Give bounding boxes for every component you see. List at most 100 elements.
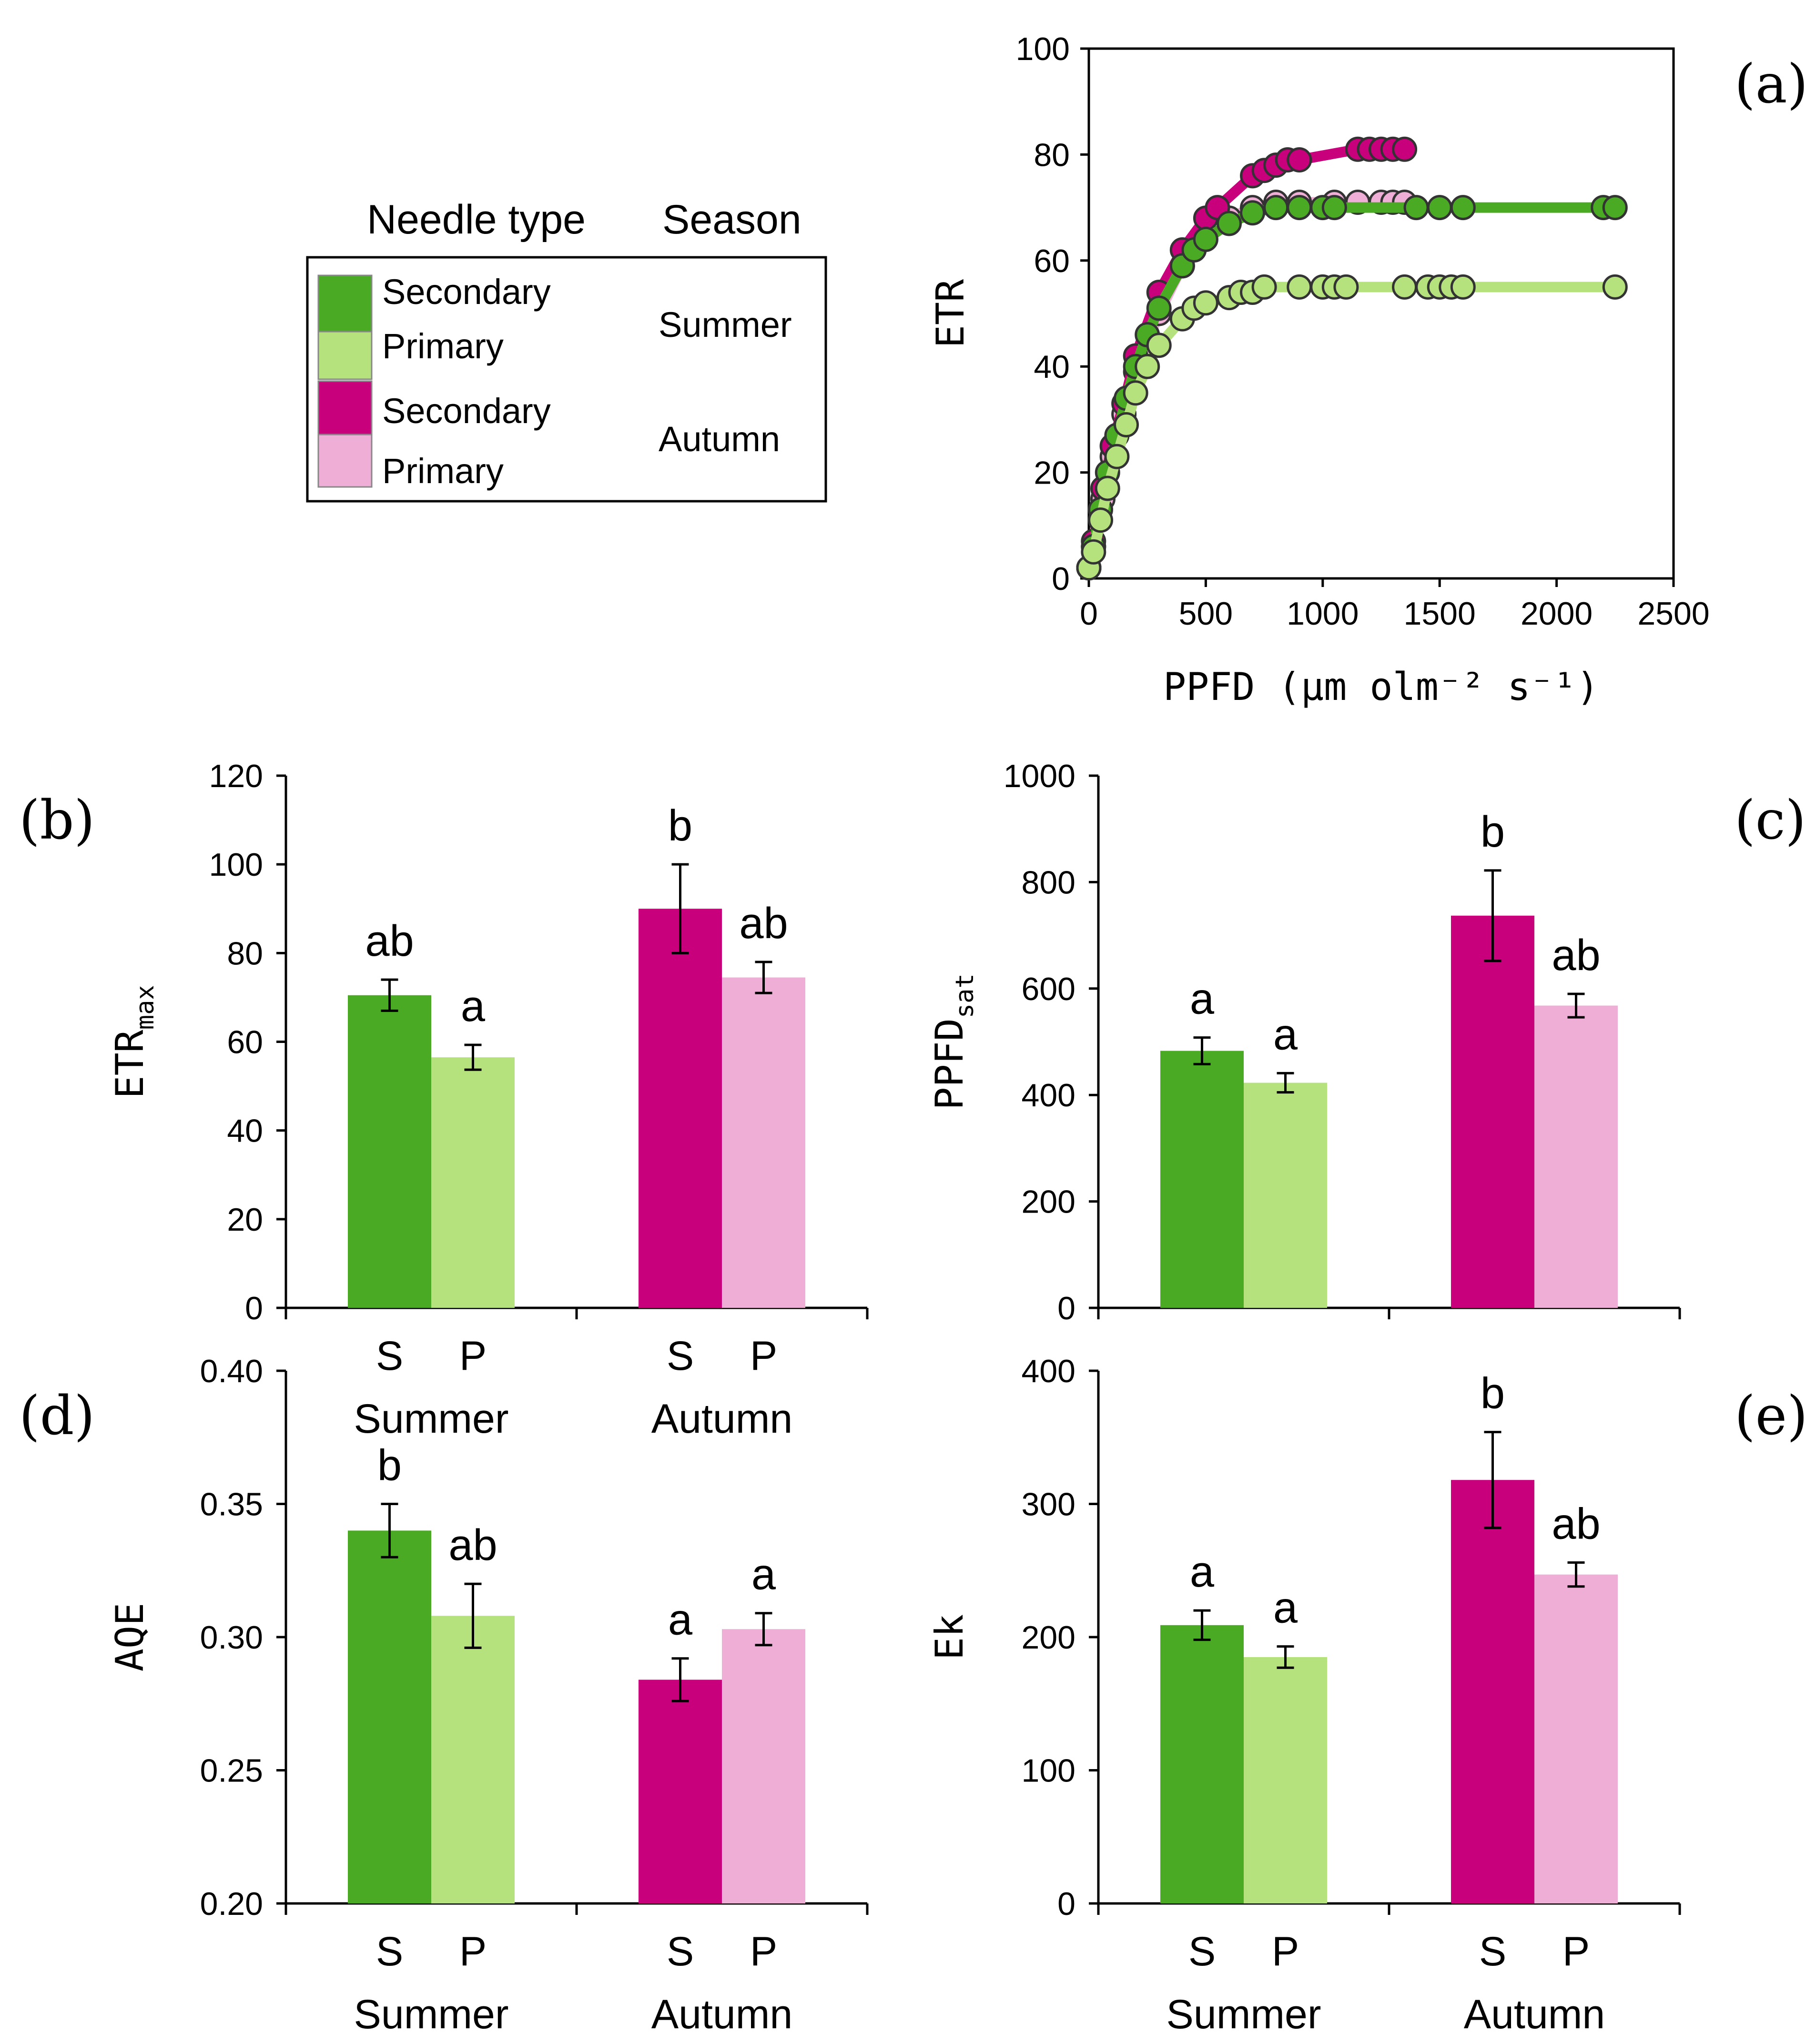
bar-autumn-secondary [1451,915,1534,1308]
group-label: Summer [354,1396,509,1442]
x-axis-label: PPFD (μm olm⁻² s⁻¹) [1163,665,1599,709]
data-point-summer-primary [1193,290,1218,316]
panel-label: (b) [19,789,95,851]
y-tick-label: 0.35 [200,1487,263,1523]
y-axis-label: PPFDsat [927,973,979,1110]
panel-label: (e) [1735,1385,1808,1447]
bar-summer-secondary [1160,1051,1244,1308]
category-label: P [459,1929,487,1974]
legend-season-summer: Summer [659,305,792,344]
legend-season-autumn: Autumn [659,419,780,459]
data-point-summer-primary [1135,354,1160,379]
y-tick-label: 20 [227,1202,263,1238]
category-label: P [1272,1929,1299,1974]
category-label: S [667,1333,694,1379]
group-label: Autumn [651,1396,792,1442]
bar-autumn-secondary [1451,1480,1534,1903]
bar-summer-primary [1244,1083,1327,1308]
x-tick-label: 0 [1080,596,1098,632]
panel-b-etrmax-bar-chart: 0 20 40 60 80 100 120 ETRmax (b) ab Sa Pb Sab P Summer… [19,758,869,1442]
y-tick-label: 0.25 [200,1753,263,1789]
data-point-summer-secondary [1427,195,1452,221]
x-tick-label: 1000 [1287,596,1359,632]
legend-header-needle-type: Needle type [367,197,586,243]
data-point-summer-primary [1602,274,1628,300]
significance-letter: ab [448,1521,497,1569]
legend-label-autumn-primary: Primary [382,451,504,491]
significance-letter: ab [1552,1499,1600,1548]
data-point-summer-secondary [1321,195,1347,221]
x-tick-label: 2000 [1521,596,1593,632]
y-tick-label: 40 [1034,349,1070,385]
legend-label-summer-primary: Primary [382,326,504,366]
legend-header-season: Season [662,197,801,243]
data-point-summer-primary [1333,274,1359,300]
data-point-summer-primary [1146,333,1172,358]
panel-e-ek-bar-chart: 0 100 200 300 400 Ek (e) a Sa Pb Sab P Summer Autumn [927,1353,1808,2037]
significance-letter: a [1190,1548,1215,1596]
group-label: Autumn [651,1992,792,2037]
data-point-summer-secondary [1146,295,1172,321]
category-label: P [459,1333,487,1379]
data-point-autumn-secondary [1287,147,1312,173]
data-point-summer-primary [1450,274,1476,300]
data-point-summer-secondary [1240,200,1266,226]
bar-autumn-primary [1534,1005,1618,1308]
category-label: S [376,1929,403,1974]
y-tick-label: 40 [227,1113,263,1149]
bar-summer-primary [431,1057,515,1308]
panel-label: (c) [1735,789,1806,851]
y-tick-label: 0.20 [200,1886,263,1922]
data-point-summer-secondary [1263,195,1289,221]
y-tick-label: 800 [1022,864,1075,901]
category-label: S [376,1333,403,1379]
group-label: Summer [1167,1992,1321,2037]
plot-frame [1087,47,1675,580]
y-tick-label: 0 [245,1290,263,1326]
panel-label: (a) [1735,53,1808,115]
bar-summer-primary [431,1616,515,1903]
significance-letter: a [1190,975,1215,1023]
y-tick-label: 300 [1022,1487,1075,1523]
bar-autumn-secondary [639,909,722,1308]
y-axis-label-subscript: max [131,985,160,1030]
y-axis-label-main: AQE [108,1603,152,1672]
bar-summer-secondary [348,995,431,1308]
data-point-summer-secondary [1450,195,1476,221]
data-point-summer-secondary [1602,195,1628,221]
y-tick-label: 0 [1057,1886,1075,1922]
y-tick-label: 400 [1022,1353,1075,1389]
bar-autumn-primary [1534,1574,1618,1903]
data-point-summer-primary [1088,507,1114,533]
legend-swatch-summer-secondary [317,274,373,333]
y-tick-label: 0.40 [200,1353,263,1389]
y-axis-label: Ek [927,1614,972,1660]
y-axis-label-main: ETR [108,1029,152,1098]
y-axis-label-main: Ek [927,1614,972,1660]
bar-autumn-primary [722,977,805,1308]
group-label: Autumn [1464,1992,1605,2037]
legend: Needle type Season Secondary Primary Sec… [306,197,827,503]
category-label: P [750,1333,777,1379]
bar-summer-secondary [348,1530,431,1903]
y-tick-label: 200 [1022,1184,1075,1220]
significance-letter: b [1481,1369,1505,1418]
category-label: S [1188,1929,1216,1974]
panel-d-aqe-bar-chart: 0.20 0.25 0.30 0.35 0.40 AQE (d) b Sab Pa Sa P Summe… [19,1353,869,2037]
y-tick-label: 200 [1022,1619,1075,1656]
significance-letter: b [668,801,692,850]
y-tick-label: 100 [1022,1753,1075,1789]
bar-summer-primary [1244,1657,1327,1903]
y-tick-label: 400 [1022,1077,1075,1113]
bar-summer-secondary [1160,1625,1244,1903]
legend-swatch-autumn-primary [317,434,373,488]
y-tick-label: 60 [1034,243,1070,279]
significance-letter: a [1273,1584,1298,1632]
category-label: S [1479,1929,1506,1974]
significance-letter: b [1481,808,1505,856]
y-axis-label-main: PPFD [927,1018,972,1110]
data-point-summer-primary [1114,412,1139,438]
data-point-summer-secondary [1216,211,1242,236]
